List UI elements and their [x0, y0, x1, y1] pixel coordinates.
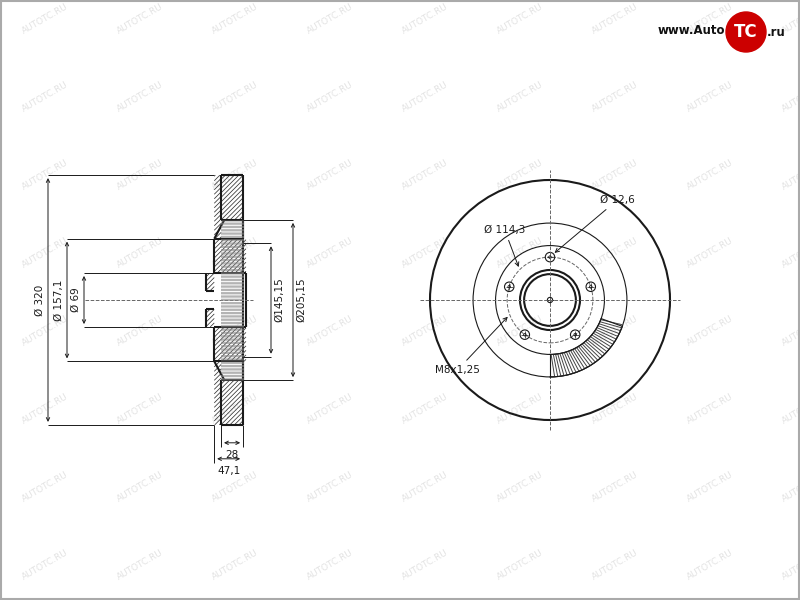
- Text: AUTOTC.RU: AUTOTC.RU: [686, 314, 734, 348]
- Text: AUTOTC.RU: AUTOTC.RU: [686, 80, 734, 114]
- Text: AUTOTC.RU: AUTOTC.RU: [590, 80, 640, 114]
- Text: www.Auto: www.Auto: [658, 25, 725, 37]
- Text: AUTOTC.RU: AUTOTC.RU: [115, 392, 165, 426]
- Text: Ø205,15: Ø205,15: [296, 278, 306, 322]
- Text: AUTOTC.RU: AUTOTC.RU: [20, 2, 70, 36]
- Text: 28: 28: [226, 450, 238, 460]
- Text: AUTOTC.RU: AUTOTC.RU: [780, 80, 800, 114]
- Text: AUTOTC.RU: AUTOTC.RU: [115, 158, 165, 192]
- Text: AUTOTC.RU: AUTOTC.RU: [780, 548, 800, 582]
- Text: AUTOTC.RU: AUTOTC.RU: [495, 2, 545, 36]
- Text: AUTOTC.RU: AUTOTC.RU: [20, 236, 70, 270]
- Text: AUTOTC.RU: AUTOTC.RU: [306, 158, 354, 192]
- Text: AUTOTC.RU: AUTOTC.RU: [495, 314, 545, 348]
- Text: AUTOTC.RU: AUTOTC.RU: [495, 158, 545, 192]
- Text: AUTOTC.RU: AUTOTC.RU: [115, 548, 165, 582]
- Text: AUTOTC.RU: AUTOTC.RU: [20, 314, 70, 348]
- Text: AUTOTC.RU: AUTOTC.RU: [400, 80, 450, 114]
- Text: .ru: .ru: [767, 25, 786, 38]
- Text: AUTOTC.RU: AUTOTC.RU: [115, 236, 165, 270]
- Text: AUTOTC.RU: AUTOTC.RU: [115, 2, 165, 36]
- Text: AUTOTC.RU: AUTOTC.RU: [20, 80, 70, 114]
- Text: Ø 157,1: Ø 157,1: [54, 280, 64, 320]
- Text: AUTOTC.RU: AUTOTC.RU: [780, 470, 800, 504]
- Text: AUTOTC.RU: AUTOTC.RU: [400, 158, 450, 192]
- Text: AUTOTC.RU: AUTOTC.RU: [686, 158, 734, 192]
- Text: AUTOTC.RU: AUTOTC.RU: [306, 314, 354, 348]
- Text: AUTOTC.RU: AUTOTC.RU: [20, 470, 70, 504]
- Text: AUTOTC.RU: AUTOTC.RU: [400, 314, 450, 348]
- Text: AUTOTC.RU: AUTOTC.RU: [590, 548, 640, 582]
- Text: 47,1: 47,1: [217, 466, 240, 476]
- Text: Ø 114,3: Ø 114,3: [484, 225, 526, 266]
- Text: AUTOTC.RU: AUTOTC.RU: [306, 80, 354, 114]
- Text: AUTOTC.RU: AUTOTC.RU: [686, 2, 734, 36]
- Text: Ø 12,6: Ø 12,6: [555, 195, 634, 252]
- Text: AUTOTC.RU: AUTOTC.RU: [495, 470, 545, 504]
- Text: AUTOTC.RU: AUTOTC.RU: [306, 548, 354, 582]
- Text: AUTOTC.RU: AUTOTC.RU: [20, 548, 70, 582]
- Text: AUTOTC.RU: AUTOTC.RU: [210, 80, 260, 114]
- Text: AUTOTC.RU: AUTOTC.RU: [306, 236, 354, 270]
- Text: AUTOTC.RU: AUTOTC.RU: [20, 158, 70, 192]
- Text: AUTOTC.RU: AUTOTC.RU: [686, 236, 734, 270]
- Text: AUTOTC.RU: AUTOTC.RU: [400, 470, 450, 504]
- Text: AUTOTC.RU: AUTOTC.RU: [780, 314, 800, 348]
- Text: AUTOTC.RU: AUTOTC.RU: [590, 2, 640, 36]
- Text: AUTOTC.RU: AUTOTC.RU: [306, 2, 354, 36]
- Text: TC: TC: [734, 23, 758, 41]
- Text: AUTOTC.RU: AUTOTC.RU: [210, 548, 260, 582]
- Text: AUTOTC.RU: AUTOTC.RU: [210, 2, 260, 36]
- Text: AUTOTC.RU: AUTOTC.RU: [400, 548, 450, 582]
- Text: AUTOTC.RU: AUTOTC.RU: [686, 470, 734, 504]
- Text: AUTOTC.RU: AUTOTC.RU: [400, 392, 450, 426]
- Text: AUTOTC.RU: AUTOTC.RU: [115, 314, 165, 348]
- Text: AUTOTC.RU: AUTOTC.RU: [590, 392, 640, 426]
- Text: M8x1,25: M8x1,25: [435, 317, 507, 375]
- Text: AUTOTC.RU: AUTOTC.RU: [20, 392, 70, 426]
- Text: AUTOTC.RU: AUTOTC.RU: [210, 236, 260, 270]
- Text: AUTOTC.RU: AUTOTC.RU: [590, 470, 640, 504]
- Text: AUTOTC.RU: AUTOTC.RU: [495, 236, 545, 270]
- Text: AUTOTC.RU: AUTOTC.RU: [400, 2, 450, 36]
- Text: AUTOTC.RU: AUTOTC.RU: [780, 392, 800, 426]
- Text: AUTOTC.RU: AUTOTC.RU: [115, 470, 165, 504]
- Circle shape: [726, 12, 766, 52]
- Text: AUTOTC.RU: AUTOTC.RU: [780, 158, 800, 192]
- Text: AUTOTC.RU: AUTOTC.RU: [686, 548, 734, 582]
- Text: AUTOTC.RU: AUTOTC.RU: [780, 2, 800, 36]
- Text: AUTOTC.RU: AUTOTC.RU: [780, 236, 800, 270]
- Text: AUTOTC.RU: AUTOTC.RU: [590, 236, 640, 270]
- Text: AUTOTC.RU: AUTOTC.RU: [210, 314, 260, 348]
- Text: AUTOTC.RU: AUTOTC.RU: [495, 548, 545, 582]
- Text: AUTOTC.RU: AUTOTC.RU: [495, 80, 545, 114]
- Text: AUTOTC.RU: AUTOTC.RU: [210, 392, 260, 426]
- Text: Ø 69: Ø 69: [71, 287, 81, 313]
- Text: AUTOTC.RU: AUTOTC.RU: [210, 470, 260, 504]
- Text: AUTOTC.RU: AUTOTC.RU: [115, 80, 165, 114]
- Text: Ø 320: Ø 320: [35, 284, 45, 316]
- Text: Ø145,15: Ø145,15: [274, 278, 284, 322]
- Text: AUTOTC.RU: AUTOTC.RU: [400, 236, 450, 270]
- Text: AUTOTC.RU: AUTOTC.RU: [590, 314, 640, 348]
- Text: AUTOTC.RU: AUTOTC.RU: [306, 470, 354, 504]
- Text: AUTOTC.RU: AUTOTC.RU: [306, 392, 354, 426]
- Text: AUTOTC.RU: AUTOTC.RU: [686, 392, 734, 426]
- Text: AUTOTC.RU: AUTOTC.RU: [590, 158, 640, 192]
- Text: AUTOTC.RU: AUTOTC.RU: [495, 392, 545, 426]
- Text: AUTOTC.RU: AUTOTC.RU: [210, 158, 260, 192]
